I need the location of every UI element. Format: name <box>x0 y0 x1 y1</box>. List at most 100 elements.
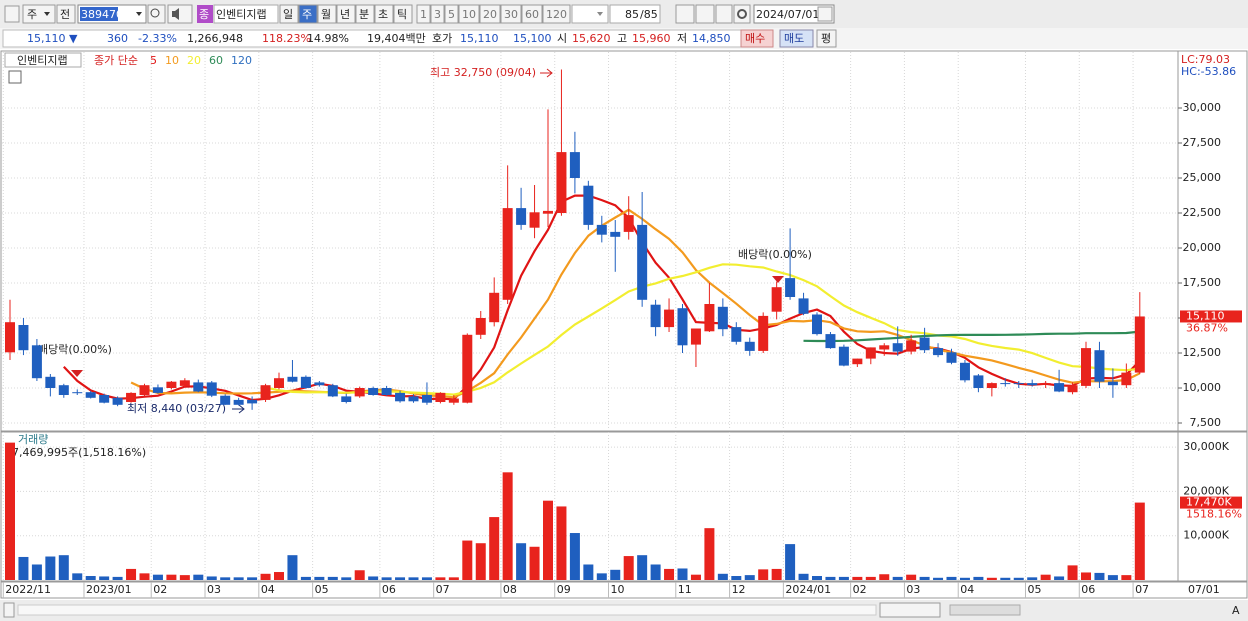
unit-select[interactable] <box>571 4 609 24</box>
period-button[interactable] <box>374 4 394 24</box>
low-arrow <box>232 404 245 414</box>
candle-body <box>1067 385 1078 393</box>
volume-bar <box>287 555 298 580</box>
volume-bar <box>650 564 661 580</box>
avg-button[interactable] <box>816 29 837 48</box>
code-selection <box>80 7 118 21</box>
volume-bar <box>1054 576 1065 580</box>
candle-body <box>798 298 809 314</box>
volume-bar <box>408 577 419 580</box>
x-tick-label: 02 <box>853 583 867 596</box>
high-arrow <box>540 68 553 78</box>
x-tick-label: 2023/01 <box>86 583 132 596</box>
x-tick-label: 07 <box>1135 583 1149 596</box>
period: 주 <box>302 8 312 21</box>
code: 389470 <box>81 8 123 21</box>
period: 초 <box>378 8 388 21</box>
count: 85 <box>625 8 639 21</box>
play-controls[interactable] <box>879 602 941 618</box>
volume-info: 17,469,995주(1,518.16%) <box>5 446 146 459</box>
search-button[interactable] <box>147 4 166 24</box>
candle-body <box>502 208 513 300</box>
volume-bar <box>1000 577 1011 580</box>
high-label: 고 <box>617 32 627 45</box>
volume-bar <box>516 543 527 580</box>
volume-bar <box>1121 575 1132 580</box>
volume-bar <box>5 442 15 580</box>
prev-button[interactable] <box>56 4 76 24</box>
candle-body <box>462 334 473 403</box>
volume-bar <box>664 568 675 580</box>
candle-body <box>1040 383 1051 385</box>
candle-body <box>744 341 755 351</box>
volume-bar <box>260 573 271 580</box>
period-button[interactable] <box>336 4 356 24</box>
count-box[interactable] <box>609 4 661 24</box>
price-tag-pct: 36.87% <box>1186 321 1228 334</box>
volume-bar <box>973 576 984 580</box>
candle-body <box>247 399 258 404</box>
interval-button[interactable] <box>458 4 480 24</box>
tool-icon[interactable] <box>675 4 695 24</box>
volume-bar <box>233 577 244 580</box>
candle-body <box>1054 383 1065 392</box>
volume-bar <box>812 576 822 580</box>
candle-body <box>287 376 298 382</box>
zoom-slider[interactable] <box>949 604 1021 616</box>
save-icon[interactable] <box>715 4 733 24</box>
interval-button[interactable] <box>430 4 445 24</box>
volume-bar <box>489 517 500 580</box>
market-select[interactable] <box>22 4 56 24</box>
gear <box>737 9 747 19</box>
volume-bar <box>986 577 997 580</box>
interval-button[interactable] <box>416 4 431 24</box>
scroll-track[interactable] <box>17 604 877 616</box>
date-input[interactable] <box>753 4 835 24</box>
candle-body <box>690 328 701 345</box>
volume-tag-pct: 1518.16% <box>1186 508 1242 521</box>
candle-body <box>838 346 849 366</box>
volume-bar <box>368 576 379 580</box>
table-icon[interactable] <box>8 70 22 84</box>
candle-body <box>919 337 930 351</box>
sound-button[interactable] <box>167 4 193 24</box>
change: 360 <box>107 32 128 45</box>
settings-icon[interactable] <box>733 4 751 24</box>
volume-bar <box>1094 572 1105 580</box>
candle-body <box>206 382 217 396</box>
menu-icon[interactable] <box>4 5 20 23</box>
candle-body <box>986 383 997 388</box>
period-button[interactable] <box>393 4 413 24</box>
buy-button[interactable] <box>740 29 774 48</box>
period: 일 <box>283 7 293 21</box>
volume-bar <box>1134 502 1145 580</box>
tool-icon[interactable] <box>695 4 715 24</box>
period-button[interactable] <box>298 4 318 24</box>
volume-bar <box>879 574 890 580</box>
calendar-icon[interactable] <box>817 6 833 22</box>
open: 15,620 <box>572 32 611 45</box>
interval-button[interactable] <box>444 4 459 24</box>
y-tick-label: 27,500 <box>1183 136 1222 149</box>
candle-body <box>300 376 311 388</box>
interval-button[interactable] <box>521 4 543 24</box>
period-button[interactable] <box>317 4 337 24</box>
ma-period: 120 <box>231 54 252 67</box>
change-pct: -2.33% <box>138 32 177 45</box>
interval-button[interactable] <box>542 4 571 24</box>
volume-bar <box>637 555 648 580</box>
volume-bar <box>906 574 917 580</box>
period-button[interactable] <box>279 4 299 24</box>
interval-button[interactable] <box>479 4 501 24</box>
candle-body <box>489 292 500 323</box>
scroll-left[interactable] <box>3 602 15 618</box>
interval: 5 <box>448 8 455 21</box>
volume-bar <box>314 576 325 580</box>
volume-bar <box>502 472 513 580</box>
period-button[interactable] <box>355 4 375 24</box>
volume-bar <box>919 576 930 580</box>
sell-button[interactable] <box>779 29 814 48</box>
volume-bar <box>1081 572 1091 580</box>
ma-period: 5 <box>150 54 157 67</box>
interval-button[interactable] <box>500 4 522 24</box>
